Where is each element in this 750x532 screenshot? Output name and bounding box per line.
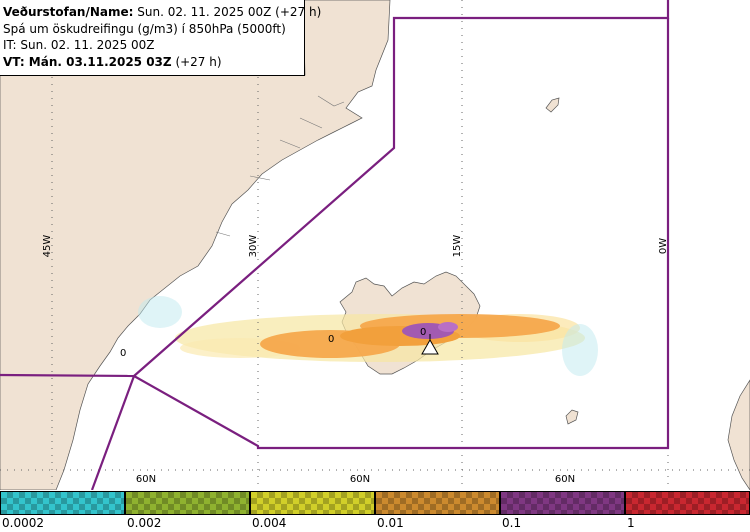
volcano-triangle-icon	[421, 334, 439, 355]
lon-label-45w: 45W	[42, 235, 53, 258]
info-line-4: VT: Mán. 03.11.2025 03Z (+27 h)	[3, 54, 304, 71]
ash-cell-label-greenland: 0	[120, 348, 126, 359]
run-time: Sun. 02. 11. 2025 00Z (+27 h)	[137, 5, 322, 19]
lat-label-60n-a: 60N	[136, 474, 156, 485]
legend-label-1: 0.002	[127, 516, 162, 530]
lat-label-60n-b: 60N	[350, 474, 370, 485]
lead-time: (+27 h)	[175, 54, 222, 69]
valid-time: VT: Mán. 03.11.2025 03Z	[3, 54, 172, 69]
legend-bar-0	[0, 491, 125, 515]
ash-dispersion-map: 0 0 0 45W 30W 15W 0W 60N 60N 60N	[0, 0, 750, 490]
airspace-boundaries	[0, 0, 670, 490]
norway-coast	[727, 379, 750, 490]
legend-bar-1	[125, 491, 250, 515]
legend-label-2: 0.004	[252, 516, 287, 530]
jan-mayen-island	[545, 97, 560, 113]
info-line-2: Spá um öskudreifingu (g/m3) í 850hPa (50…	[3, 21, 286, 36]
legend-bar-3	[375, 491, 500, 515]
issuer-label: Veðurstofan/Name:	[3, 5, 134, 19]
greenland-fjords	[215, 95, 345, 237]
info-line-1: Veðurstofan/Name: Sun. 02. 11. 2025 00Z …	[3, 4, 321, 21]
legend-bar-4	[500, 491, 625, 515]
lon-label-30w: 30W	[248, 235, 259, 258]
ash-cell-label-west: 0	[328, 334, 334, 345]
ash-cell-label: 0	[420, 327, 426, 338]
greenland-landmass	[0, 0, 391, 490]
forecast-info-box: Veðurstofan/Name: Sun. 02. 11. 2025 00Z …	[0, 0, 321, 76]
lon-label-15w: 15W	[452, 235, 463, 258]
ash-plume-high	[402, 322, 458, 339]
faroe-islands	[565, 409, 579, 425]
legend-label-0: 0.0002	[2, 516, 44, 530]
legend-bar-2	[250, 491, 375, 515]
legend-label-5: 1	[627, 516, 635, 530]
concentration-legend: 0.0002 0.002 0.004 0.01 0.1 1	[0, 491, 750, 532]
legend-bar-5	[625, 491, 750, 515]
lat-label-60n-c: 60N	[555, 474, 575, 485]
legend-label-4: 0.1	[502, 516, 522, 530]
legend-label-3: 0.01	[377, 516, 404, 530]
lon-label-0w: 0W	[658, 238, 669, 254]
info-line-3: IT: Sun. 02. 11. 2025 00Z	[3, 38, 155, 52]
